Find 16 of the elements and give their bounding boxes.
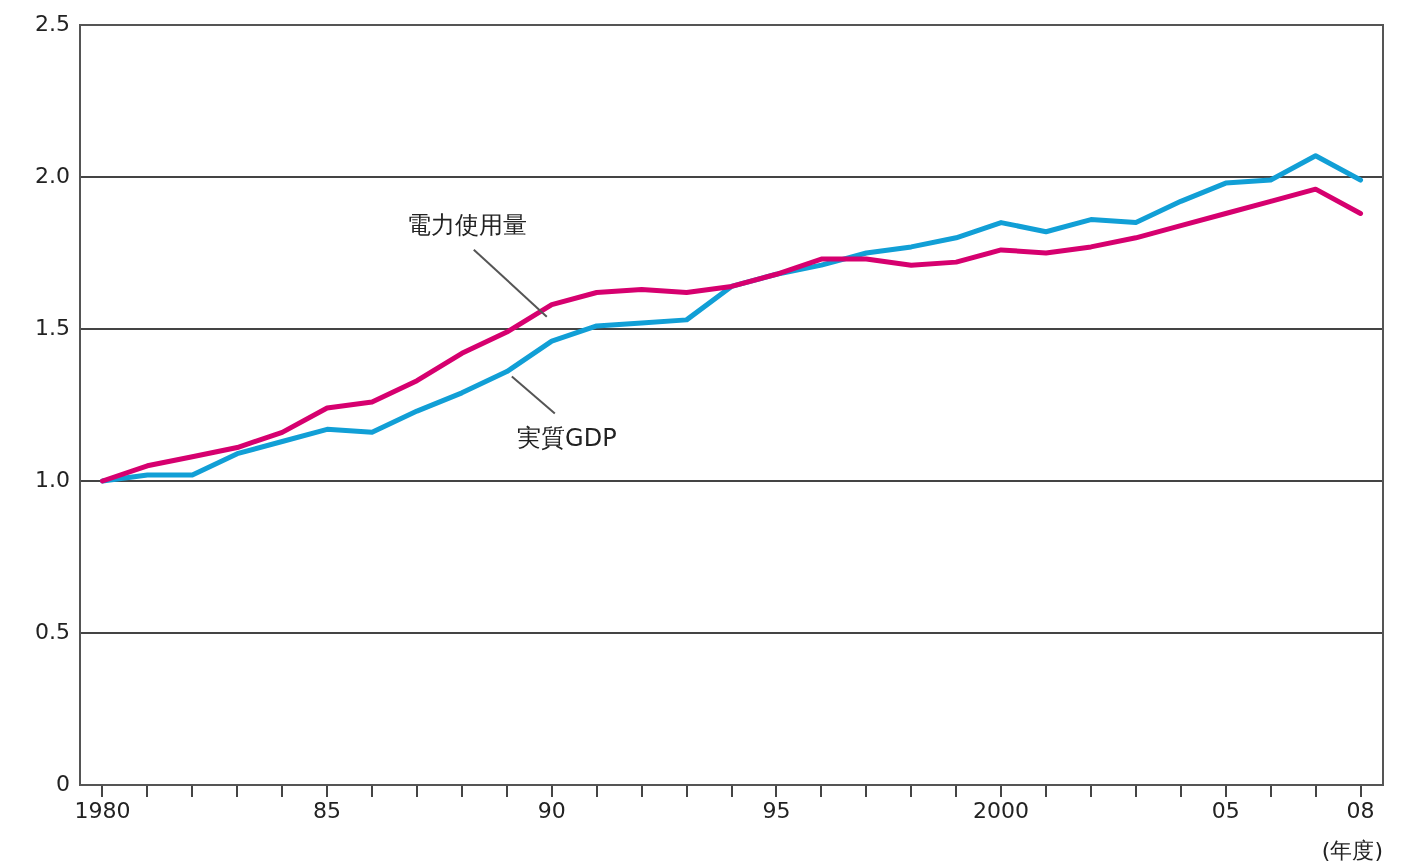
x-tick-label: 1980 [74, 797, 131, 823]
x-tick-label: 95 [762, 797, 791, 823]
y-tick-label: 2.0 [35, 162, 70, 188]
x-tick-label: 85 [313, 797, 342, 823]
y-tick-label: 1.0 [35, 466, 70, 492]
x-tick-label: 08 [1346, 797, 1375, 823]
y-tick-label: 1.5 [35, 314, 70, 340]
x-tick-label: 05 [1211, 797, 1240, 823]
text: 電力使用量 [406, 210, 527, 239]
x-tick-label: 90 [537, 797, 566, 823]
x-axis-title: (年度) [1321, 837, 1383, 863]
x-tick-label: 2000 [973, 797, 1030, 823]
y-tick-label: 2.5 [35, 10, 70, 36]
y-tick-label: 0 [56, 770, 70, 796]
y-tick-label: 0.5 [35, 618, 70, 644]
text: 実質GDP [517, 423, 617, 452]
